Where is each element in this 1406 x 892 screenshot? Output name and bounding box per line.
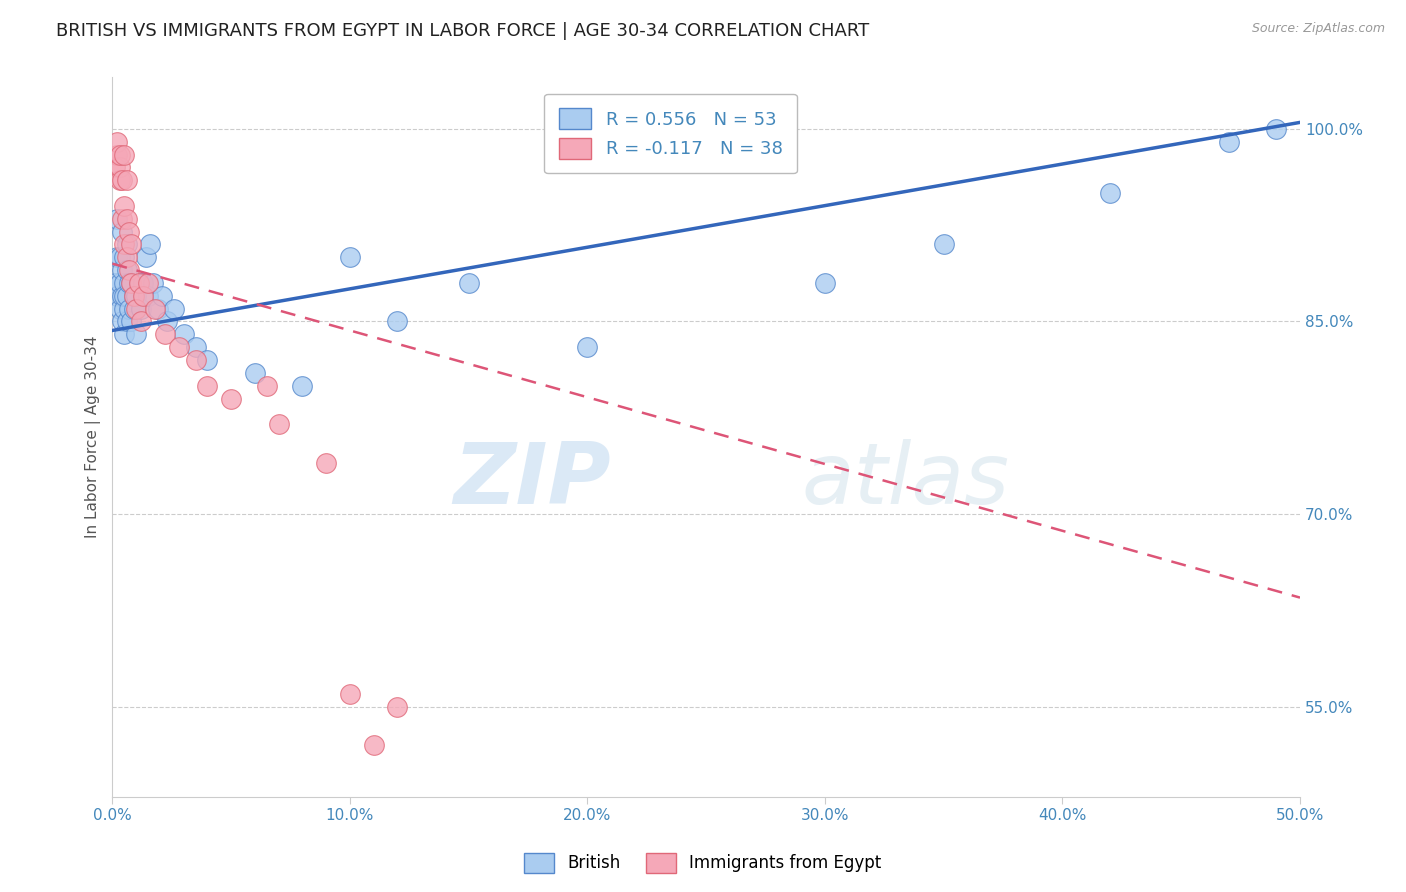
Point bbox=[108, 276, 131, 290]
Point bbox=[132, 276, 155, 290]
Point bbox=[457, 867, 479, 881]
Point bbox=[105, 289, 128, 303]
Point bbox=[115, 314, 138, 328]
Point bbox=[111, 314, 134, 328]
Point bbox=[339, 250, 361, 264]
Text: atlas: atlas bbox=[801, 439, 1010, 522]
Point bbox=[105, 147, 128, 161]
Point bbox=[111, 289, 134, 303]
Point bbox=[132, 289, 155, 303]
Point bbox=[108, 147, 131, 161]
Point bbox=[136, 276, 159, 290]
Legend: British, Immigrants from Egypt: British, Immigrants from Egypt bbox=[517, 847, 889, 880]
Point bbox=[457, 276, 479, 290]
Point bbox=[142, 276, 165, 290]
Point bbox=[184, 340, 207, 354]
Legend: R = 0.556   N = 53, R = -0.117   N = 38: R = 0.556 N = 53, R = -0.117 N = 38 bbox=[544, 94, 797, 173]
Point bbox=[136, 289, 159, 303]
Point bbox=[1265, 121, 1288, 136]
Point bbox=[122, 289, 145, 303]
Text: Source: ZipAtlas.com: Source: ZipAtlas.com bbox=[1251, 22, 1385, 36]
Point bbox=[112, 250, 135, 264]
Point bbox=[315, 456, 337, 470]
Point bbox=[122, 289, 145, 303]
Point bbox=[125, 289, 148, 303]
Point bbox=[167, 340, 190, 354]
Point bbox=[128, 276, 150, 290]
Y-axis label: In Labor Force | Age 30-34: In Labor Force | Age 30-34 bbox=[86, 335, 101, 538]
Point bbox=[111, 211, 134, 226]
Point bbox=[153, 327, 176, 342]
Point bbox=[163, 301, 186, 316]
Point bbox=[112, 301, 135, 316]
Point bbox=[150, 289, 173, 303]
Point bbox=[118, 276, 141, 290]
Point bbox=[256, 378, 278, 392]
Point bbox=[197, 378, 219, 392]
Point bbox=[112, 237, 135, 252]
Point bbox=[108, 161, 131, 175]
Point bbox=[111, 173, 134, 187]
Point bbox=[363, 739, 385, 753]
Point bbox=[115, 211, 138, 226]
Text: ZIP: ZIP bbox=[454, 439, 612, 522]
Point bbox=[120, 237, 142, 252]
Point bbox=[115, 250, 138, 264]
Point bbox=[115, 289, 138, 303]
Point bbox=[135, 250, 157, 264]
Point bbox=[105, 250, 128, 264]
Point bbox=[1218, 135, 1240, 149]
Point bbox=[118, 263, 141, 277]
Point bbox=[156, 314, 179, 328]
Point bbox=[108, 250, 131, 264]
Text: BRITISH VS IMMIGRANTS FROM EGYPT IN LABOR FORCE | AGE 30-34 CORRELATION CHART: BRITISH VS IMMIGRANTS FROM EGYPT IN LABO… bbox=[56, 22, 869, 40]
Point bbox=[576, 340, 599, 354]
Point bbox=[112, 289, 135, 303]
Point bbox=[115, 237, 138, 252]
Point bbox=[1098, 186, 1121, 200]
Point bbox=[125, 301, 148, 316]
Point bbox=[197, 353, 219, 368]
Point bbox=[111, 225, 134, 239]
Point bbox=[139, 237, 162, 252]
Point bbox=[173, 327, 195, 342]
Point bbox=[120, 314, 142, 328]
Point bbox=[387, 314, 409, 328]
Point bbox=[118, 225, 141, 239]
Point bbox=[129, 301, 152, 316]
Point bbox=[118, 301, 141, 316]
Point bbox=[814, 276, 837, 290]
Point bbox=[112, 147, 135, 161]
Point bbox=[115, 263, 138, 277]
Point bbox=[111, 263, 134, 277]
Point bbox=[129, 314, 152, 328]
Point bbox=[115, 173, 138, 187]
Point bbox=[387, 699, 409, 714]
Point bbox=[146, 301, 169, 316]
Point bbox=[112, 327, 135, 342]
Point bbox=[112, 276, 135, 290]
Point bbox=[112, 199, 135, 213]
Point bbox=[143, 301, 166, 316]
Point bbox=[243, 366, 266, 380]
Point bbox=[125, 327, 148, 342]
Point bbox=[932, 237, 955, 252]
Point bbox=[108, 173, 131, 187]
Point bbox=[128, 276, 150, 290]
Point bbox=[219, 392, 242, 406]
Point bbox=[267, 417, 290, 432]
Point bbox=[105, 211, 128, 226]
Point bbox=[122, 301, 145, 316]
Point bbox=[105, 135, 128, 149]
Point bbox=[433, 828, 456, 842]
Point bbox=[184, 353, 207, 368]
Point bbox=[291, 378, 314, 392]
Point bbox=[120, 276, 142, 290]
Point bbox=[104, 276, 127, 290]
Point bbox=[339, 687, 361, 701]
Point bbox=[108, 301, 131, 316]
Point bbox=[120, 276, 142, 290]
Point bbox=[104, 161, 127, 175]
